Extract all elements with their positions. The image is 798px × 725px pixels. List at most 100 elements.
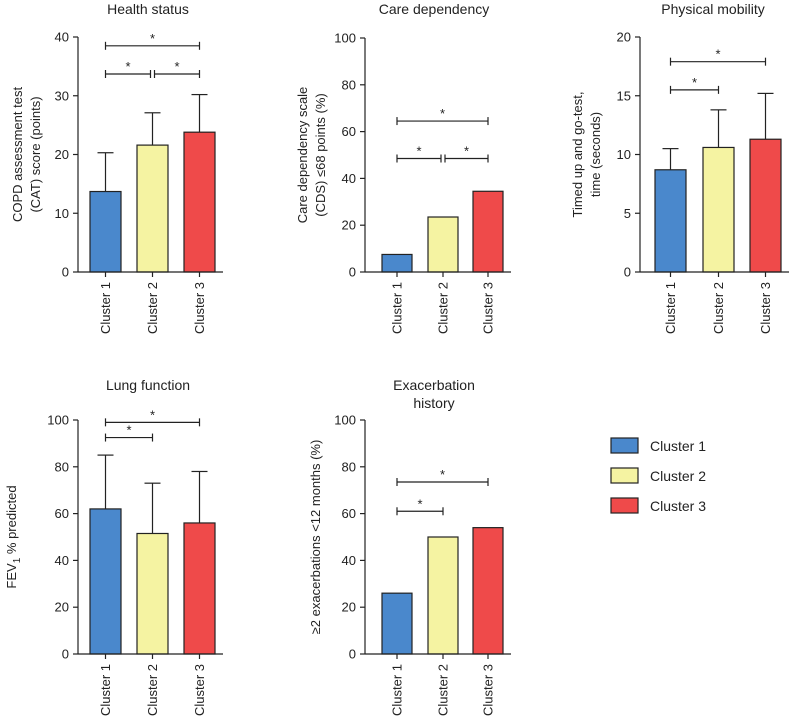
x-tick-label: Cluster 1 [98,664,113,716]
chart-title: Physical mobility [661,1,764,17]
y-axis-label: (CDS) ≤68 points (%) [313,93,328,216]
bar-cluster-2 [427,216,459,273]
y-axis-label: FEV1 % predicted [4,485,23,588]
legend-swatch [610,437,639,454]
legend: Cluster 1 Cluster 2 Cluster 3 [610,437,706,514]
significance-star: * [150,407,155,422]
bar-cluster-1 [89,508,122,655]
y-tick-label: 30 [55,88,69,103]
legend-swatch [610,497,639,514]
y-axis-label: (CAT) score (points) [28,96,43,212]
bar-cluster-2 [136,532,169,655]
y-tick-label: 60 [342,124,356,139]
legend-label: Cluster 2 [650,468,706,484]
chart-title-line: Exacerbation [393,377,475,393]
bar-cluster-3 [472,527,504,655]
y-axis-label-main: FEV [4,563,19,589]
y-tick-label: 100 [47,413,69,428]
y-tick-label: 15 [617,88,631,103]
y-tick-label: 40 [55,30,69,45]
significance-star: * [692,75,697,90]
x-tick-label: Cluster 2 [436,282,451,334]
y-tick-label: 20 [617,30,631,45]
y-axis-label: COPD assessment test [10,87,25,222]
y-tick-label: 40 [342,553,356,568]
significance-star: * [440,467,445,482]
significance-star: * [126,423,131,438]
y-tick-label: 80 [55,459,69,474]
y-axis-label: ≥2 exacerbations <12 months (%) [308,440,323,635]
y-axis-label: Timed up and go-test, [570,92,585,218]
x-tick-label: Cluster 2 [145,664,160,716]
legend-swatch [610,467,639,484]
chart-2: Care dependency Care dependency scale (CDS… [295,1,511,334]
x-tick-label: Cluster 2 [711,282,726,334]
y-tick-label: 0 [62,647,69,662]
significance-star: * [440,106,445,121]
y-tick-label: 0 [624,265,631,280]
x-tick-label: Cluster 1 [390,664,405,716]
significance-star: * [174,59,179,74]
significance-star: * [150,31,155,46]
x-tick-label: Cluster 3 [481,282,496,334]
bar-cluster-2 [702,146,735,273]
chart-3: Physical mobility Timed up and go-test, ti… [570,1,789,334]
bar-cluster-1 [381,592,413,655]
x-tick-label: Cluster 3 [192,664,207,716]
chart-title: Care dependency [379,1,490,17]
bar-cluster-2 [136,144,169,273]
y-tick-label: 40 [55,553,69,568]
significance-star: * [125,59,130,74]
y-tick-label: 80 [342,459,356,474]
y-tick-label: 10 [617,147,631,162]
chart-title: Lung function [106,377,190,393]
bar-cluster-3 [472,190,504,273]
y-tick-label: 0 [62,265,69,280]
chart-title-line: history [413,395,454,411]
bar-cluster-3 [183,522,216,655]
bar-cluster-1 [654,169,687,273]
significance-star: * [416,144,421,159]
x-tick-label: Cluster 2 [436,664,451,716]
x-tick-label: Cluster 2 [145,282,160,334]
y-axis-label: time (seconds) [588,112,603,197]
y-tick-label: 0 [349,647,356,662]
y-tick-label: 100 [334,31,356,46]
x-tick-label: Cluster 1 [663,282,678,334]
y-tick-label: 20 [342,218,356,233]
x-tick-label: Cluster 3 [481,664,496,716]
bar-cluster-2 [427,536,459,655]
y-tick-label: 0 [349,265,356,280]
chart-title: Health status [107,1,189,17]
y-axis-label: Care dependency scale [295,87,310,224]
y-axis-label-subscript: 1 [12,557,23,563]
x-tick-label: Cluster 1 [98,282,113,334]
x-tick-label: Cluster 1 [390,282,405,334]
bar-cluster-1 [381,253,413,273]
chart-4: Lung function FEV1 % predicted 0 20 40 60 80 10… [4,377,223,716]
y-axis-label-rest: % predicted [4,485,19,557]
x-tick-label: Cluster 3 [758,282,773,334]
significance-star: * [464,144,469,159]
significance-star: * [715,47,720,62]
y-tick-label: 20 [55,147,69,162]
chart-1: Health status COPD assessment test (CAT) s… [10,1,223,334]
y-tick-label: 10 [55,206,69,221]
y-tick-label: 100 [334,413,356,428]
y-tick-label: 60 [55,506,69,521]
y-tick-label: 60 [342,506,356,521]
y-tick-label: 20 [342,600,356,615]
bar-cluster-3 [183,131,216,273]
legend-label: Cluster 1 [650,438,706,454]
y-tick-label: 5 [624,206,631,221]
chart-5: Exacerbation history ≥2 exacerbations <12 … [308,377,511,716]
legend-label: Cluster 3 [650,498,706,514]
significance-star: * [417,496,422,511]
y-tick-label: 20 [55,600,69,615]
y-tick-label: 80 [342,77,356,92]
y-tick-label: 40 [342,171,356,186]
bar-cluster-1 [89,190,122,273]
x-tick-label: Cluster 3 [192,282,207,334]
